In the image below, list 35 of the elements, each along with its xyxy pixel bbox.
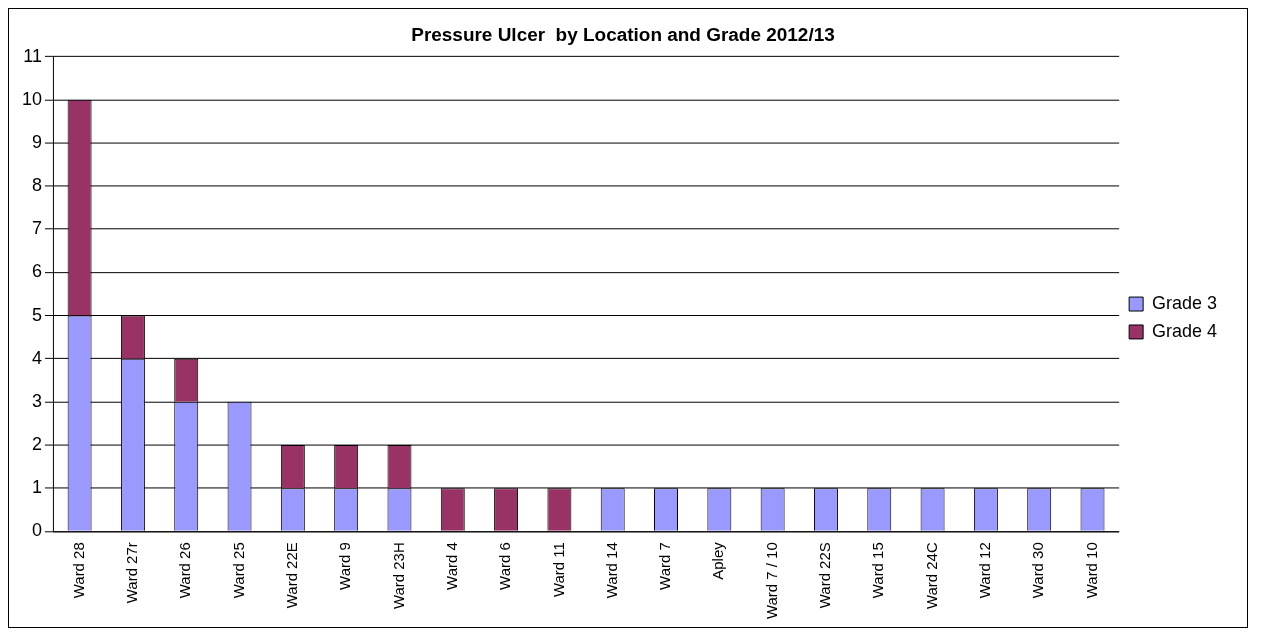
x-tick-label: Ward 22S bbox=[816, 542, 834, 609]
x-tick-label: Ward 11 bbox=[549, 542, 567, 598]
y-tick-label: 8 bbox=[31, 175, 42, 196]
y-tick-label: 4 bbox=[31, 347, 42, 368]
chart-title: Pressure Ulcer by Location and Grade 2012/13 bbox=[411, 23, 835, 45]
y-tick-label: 9 bbox=[31, 131, 42, 152]
x-tick-label: Apley bbox=[709, 541, 727, 580]
x-tick-label: Ward 9 bbox=[336, 542, 354, 590]
x-tick-label: Ward 23H bbox=[389, 542, 407, 610]
x-tick-label: Ward 14 bbox=[602, 542, 620, 599]
x-tick-label: Ward 28 bbox=[69, 542, 87, 599]
x-tick-label: Ward 24C bbox=[922, 542, 940, 610]
x-tick-label: Ward 12 bbox=[976, 542, 994, 599]
y-tick-label: 7 bbox=[31, 218, 42, 239]
legend-label: Grade 4 bbox=[1152, 320, 1217, 341]
y-tick-label: 1 bbox=[31, 477, 42, 498]
y-tick-label: 0 bbox=[31, 520, 42, 541]
x-tick-label: Ward 7 bbox=[656, 542, 674, 590]
x-tick-label: Ward 4 bbox=[442, 542, 460, 590]
x-tick-label: Ward 6 bbox=[496, 542, 514, 590]
x-tick-label: Ward 26 bbox=[176, 542, 194, 599]
x-tick-label: Ward 10 bbox=[1082, 542, 1100, 599]
legend-label: Grade 3 bbox=[1152, 293, 1217, 313]
x-tick-label: Ward 25 bbox=[229, 542, 247, 599]
x-tick-label: Ward 7 / 10 bbox=[762, 542, 780, 619]
x-tick-label: Ward 27r bbox=[123, 542, 141, 604]
x-tick-label: Ward 22E bbox=[282, 542, 300, 609]
y-tick-label: 11 bbox=[23, 45, 42, 66]
y-tick-label: 2 bbox=[31, 433, 42, 454]
x-tick-label: Ward 15 bbox=[869, 542, 887, 599]
y-tick-label: 10 bbox=[22, 88, 42, 109]
x-tick-label: Ward 30 bbox=[1029, 542, 1047, 599]
y-tick-label: 5 bbox=[31, 304, 42, 325]
y-tick-label: 3 bbox=[31, 390, 42, 411]
y-tick-label: 6 bbox=[31, 261, 42, 282]
